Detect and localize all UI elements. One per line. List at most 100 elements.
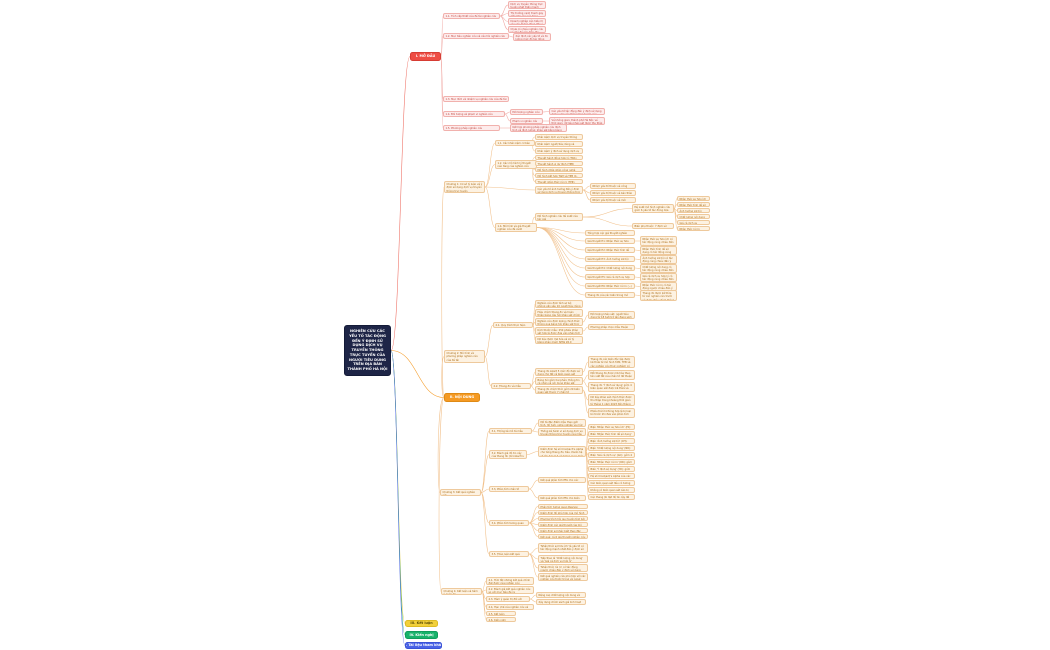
mindmap-node-s35b3[interactable]: 'Nhận thức rủi ro' có tác động ngược chi… (538, 564, 588, 572)
mindmap-node-k10[interactable]: Không có biến quan sát nào bị loại khỏi … (588, 487, 635, 493)
mindmap-node-s13b1[interactable]: Nhóm yếu tố thuộc về công nghệ và dịch v… (590, 183, 636, 189)
mindmap-node-f2[interactable]: Nhận thức tính dễ sử dụng (677, 202, 710, 207)
topic-kien-nghi[interactable]: IV. Kiến nghị (405, 631, 438, 639)
mindmap-node-a11p4[interactable]: Chưa có nhiều nghiên cứu về chủ đề này t… (508, 26, 546, 33)
mindmap-node-hy3p[interactable]: Ảnh hưởng xã hội có tác động cùng chiều … (640, 255, 677, 264)
mindmap-node-s35[interactable]: 3.5. Thảo luận kết quả nghiên cứu (489, 551, 529, 557)
mindmap-node-s34b3[interactable]: Phương trình hồi quy tuyến tính bội (538, 516, 588, 521)
mindmap-node-s35b2[interactable]: Tiếp theo là 'Chất lượng nội dung' và 'G… (538, 555, 588, 563)
mindmap-node-hy2[interactable]: Giả thuyết H2: Nhận thức tính dễ sử dụng… (585, 247, 635, 253)
mindmap-node-s22b3[interactable]: Thang đo chính thức gồm 29 biến quan sát… (535, 386, 583, 394)
mindmap-node-hy4[interactable]: Giả thuyết H4: Chất lượng nội dung (+) (585, 265, 635, 271)
mindmap-node-c2[interactable]: Chương 2: Mô hình và phương pháp nghiên … (444, 350, 485, 363)
mindmap-node-s22b2[interactable]: Bảng hỏi gồm hai phần: thông tin cá nhân… (535, 377, 583, 385)
mindmap-node-k2[interactable]: Biến 'Nhận thức tính dễ sử dụng' (SD): g… (588, 431, 635, 437)
mindmap-node-hy7[interactable]: Thang đo của các biến trong mô hình nghi… (585, 292, 635, 298)
mindmap-node-s11b3[interactable]: Khái niệm ý định sử dụng dịch vụ (535, 148, 583, 154)
mindmap-node-f4[interactable]: Chất lượng nội dung (677, 214, 710, 219)
mindmap-node-f5[interactable]: Giá cả dịch vụ (677, 220, 710, 225)
mindmap-node-a14bp[interactable]: Về không gian: thành phố Hà Nội; về thời… (549, 117, 605, 125)
mindmap-node-k4[interactable]: Biến 'Chất lượng nội dung' (ND): gồm 4 b… (588, 445, 635, 451)
mindmap-node-s13b2[interactable]: Nhóm yếu tố thuộc về bản thân người tiêu… (590, 190, 636, 196)
mindmap-node-s33b2[interactable]: Kết quả phân tích EFA cho biến phụ thuộc (538, 495, 586, 501)
mindmap-node-a15p[interactable]: Kết hợp phương pháp nghiên cứu định tính… (510, 124, 567, 132)
mindmap-node-k9[interactable]: Các biến quan sát đều có tương quan biến… (588, 480, 635, 486)
mindmap-node-a11p2[interactable]: Thị trường cạnh tranh gay gắt giữa các n… (508, 10, 546, 17)
mindmap-node-s42[interactable]: 4.2. Đánh giá kết quả nghiên cứu so với … (486, 586, 534, 594)
mindmap-node-hy6[interactable]: Giả thuyết H6: Nhận thức rủi ro (−) (585, 283, 635, 289)
mindmap-node-a11p3[interactable]: Doanh nghiệp cần hiểu rõ các yếu tố tác … (508, 18, 546, 25)
mindmap-node-s22c4[interactable]: Dữ liệu khảo sát chính thức được thu thậ… (588, 394, 635, 406)
mindmap-node-s12[interactable]: 1.2. Các mô hình lý thuyết nền tảng của … (495, 160, 537, 169)
mindmap-node-c3[interactable]: Chương 3: Kết quả nghiên cứu (440, 489, 481, 496)
mindmap-node-s12b1[interactable]: Thuyết hành động hợp lý (TRA) (535, 155, 583, 160)
mindmap-node-s33[interactable]: 3.3. Phân tích nhân tố khám phá EFA (489, 486, 529, 492)
mindmap-node-s11[interactable]: 1.1. Các khái niệm cơ bản liên quan (495, 140, 535, 146)
mindmap-node-s12b2[interactable]: Thuyết hành vi dự định (TPB) (535, 161, 583, 166)
mindmap-node-hy1[interactable]: Giả thuyết H1: Nhận thức sự hữu ích (+) (585, 238, 635, 244)
mindmap-node-s22c3[interactable]: Thang đo 'Ý định sử dụng' gồm 4 biến qua… (588, 382, 635, 392)
mindmap-node-s41[interactable]: 4.1. Tóm tắt những kết quả chính đạt đượ… (486, 577, 534, 585)
mindmap-node-s46[interactable]: 4.6. Kiến nghị (486, 617, 516, 622)
mindmap-node-f1[interactable]: Nhận thức sự hữu ích (677, 196, 710, 201)
mindmap-node-s35b4[interactable]: Kết quả nghiên cứu phù hợp với các nghiê… (538, 573, 588, 581)
mindmap-node-k8[interactable]: Hệ số Cronbach's Alpha của các thang đo … (588, 473, 635, 479)
mindmap-node-s34b6[interactable]: Kết quả: cả 6 giả thuyết nghiên cứu đều … (538, 534, 588, 539)
mindmap-node-s21b1[interactable]: Nghiên cứu định tính sơ bộ: phỏng vấn sâ… (535, 300, 583, 308)
mindmap-node-s12b3[interactable]: Mô hình chấp nhận công nghệ (TAM) (535, 167, 583, 172)
mindmap-node-hy1p[interactable]: Nhận thức sự hữu ích có tác động cùng ch… (640, 236, 677, 246)
mindmap-node-s34b5[interactable]: Kiểm định sự khác biệt theo đặc điểm nhâ… (538, 528, 588, 533)
mindmap-node-hy7p[interactable]: Thang đo được kế thừa từ các nghiên cứu … (640, 290, 677, 301)
mindmap-node-k5[interactable]: Biến 'Giá cả dịch vụ' (GC): gồm 4 biến q… (588, 452, 635, 458)
mindmap-node-s21b5[interactable]: Dữ liệu được mã hóa và xử lý bằng phần m… (535, 336, 583, 344)
mindmap-node-s31[interactable]: 3.1. Thống kê mô tả mẫu khảo sát (489, 428, 532, 434)
mindmap-node-s21b3[interactable]: Nghiên cứu định lượng chính thức thông q… (535, 318, 583, 326)
mindmap-node-s14m1[interactable]: Mô hình nghiên cứu đề xuất của tác giả (535, 213, 583, 221)
mindmap-node-m2[interactable]: Biến phụ thuộc: Ý định sử dụng dịch vụ (632, 223, 674, 229)
mindmap-node-hy5[interactable]: Giả thuyết H5: Giá cả dịch vụ hợp lý (+) (585, 274, 635, 280)
mindmap-node-s22b1[interactable]: Thang đo Likert 5 mức độ được sử dụng ch… (535, 368, 583, 376)
mindmap-node-s35b1[interactable]: 'Nhận thức sự hữu ích' là yếu tố có tác … (538, 543, 588, 553)
mindmap-node-hy5p[interactable]: Giá cả dịch vụ hợp lý có tác động cùng c… (640, 273, 677, 282)
mindmap-node-s14[interactable]: 1.4. Mô hình và giả thuyết nghiên cứu đề… (495, 223, 537, 232)
mindmap-node-s21b2[interactable]: Hiệu chỉnh thang đo và hoàn thiện bảng c… (535, 309, 583, 317)
mindmap-node-k1[interactable]: Biến 'Nhận thức sự hữu ích' (HI): gồm 5 … (588, 424, 635, 430)
mindmap-node-a13[interactable]: 1.3. Mục đích và nhiệm vụ nghiên cứu của… (443, 96, 509, 102)
mindmap-node-f3[interactable]: Ảnh hưởng xã hội (677, 208, 710, 213)
mindmap-node-s43b1[interactable]: Nâng cao chất lượng nội dung và trải ngh… (536, 592, 586, 598)
mindmap-node-s32[interactable]: 3.2. Đánh giá độ tin cậy của thang đo (C… (489, 450, 527, 459)
mindmap-node-s21[interactable]: 2.1. Quy trình thực hiện nghiên cứu (493, 322, 533, 328)
mindmap-node-s21c1[interactable]: Đối tượng khảo sát: người tiêu dùng từ 1… (588, 311, 635, 319)
mindmap-node-hy3[interactable]: Giả thuyết H3: Ảnh hưởng xã hội (+) (585, 256, 635, 262)
mindmap-node-a14ap[interactable]: Các yếu tố tác động đến ý định sử dụng d… (549, 108, 605, 115)
mindmap-node-s45[interactable]: 4.5. Kết luận (486, 611, 516, 616)
mindmap-node-s13[interactable]: Các yếu tố ảnh hưởng đến ý định sử dụng … (535, 186, 583, 194)
mindmap-node-a15[interactable]: 1.5. Phương pháp nghiên cứu (443, 125, 500, 131)
mindmap-node-hy0[interactable]: Tổng hợp các giả thuyết nghiên cứu được … (585, 230, 635, 236)
topic-noi-dung[interactable]: II. NỘI DUNG (444, 393, 480, 402)
mindmap-node-c1[interactable]: Chương 1: Cơ sở lý luận về ý định sử dụn… (444, 181, 485, 193)
mindmap-node-s22c1[interactable]: Thang đo các biến độc lập được kế thừa t… (588, 356, 635, 368)
mindmap-node-c4[interactable]: Chương 4: Kết luận và hàm ý quản trị (441, 588, 482, 595)
mindmap-node-s34b4[interactable]: Kiểm định các giả thuyết của mô hình ngh… (538, 522, 588, 527)
mindmap-node-s44[interactable]: 4.4. Hạn chế của nghiên cứu và hướng tiế… (486, 604, 534, 610)
mindmap-node-s21b4[interactable]: Kích thước mẫu: 250 phiếu khảo sát hợp l… (535, 327, 583, 335)
mindmap-node-mm[interactable]: Đề xuất mô hình nghiên cứu gồm 6 yếu tố … (632, 204, 674, 213)
mindmap-node-s11b1[interactable]: Khái niệm dịch vụ truyền thông trực tuyế… (535, 134, 583, 140)
mindmap-node-hy2p[interactable]: Nhận thức tính dễ sử dụng có tác động cù… (640, 246, 677, 255)
mindmap-node-s31b1[interactable]: Mô tả đặc điểm mẫu theo giới tính, độ tu… (538, 419, 586, 427)
mindmap-node-a12[interactable]: 1.2. Mục tiêu nghiên cứu và câu hỏi nghi… (443, 33, 509, 39)
mindmap-node-s34b2[interactable]: Kiểm định độ phù hợp của mô hình hồi quy (538, 510, 588, 515)
mindmap-node-s34b1[interactable]: Phân tích tương quan Pearson (538, 504, 588, 509)
topic-mo-dau[interactable]: I. MỞ ĐẦU (410, 52, 441, 61)
mindmap-node-s43[interactable]: 4.3. Hàm ý quản trị đối với doanh nghiệp (486, 596, 530, 602)
mindmap-node-a14b[interactable]: Phạm vi nghiên cứu (510, 118, 543, 124)
topic-ket-luan[interactable]: III. Kết luận (405, 620, 438, 627)
mindmap-node-a11[interactable]: 1.1. Tính cấp thiết của đề tài nghiên cứ… (443, 13, 500, 19)
mindmap-node-s31b2[interactable]: Thống kê hành vi sử dụng dịch vụ truyền … (538, 428, 586, 436)
mindmap-node-s22c2[interactable]: Mỗi thang đo được mã hóa theo tên viết t… (588, 370, 635, 380)
mindmap-node-s22[interactable]: 2.2. Thang đo và mẫu nghiên cứu (491, 383, 531, 389)
mindmap-node-s22c5[interactable]: Phiếu trả lời không hợp lệ bị loại bỏ tr… (588, 408, 635, 418)
central-topic[interactable]: NGHIÊN CỨU CÁC YẾU TỐ TÁC ĐỘNG ĐẾN Ý ĐỊN… (344, 325, 391, 376)
mindmap-node-k7[interactable]: Biến 'Ý định sử dụng' (YD): gồm 4 biến q… (588, 466, 635, 472)
